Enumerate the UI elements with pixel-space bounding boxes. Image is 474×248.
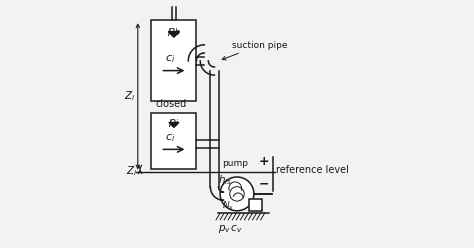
- Bar: [249, 199, 263, 211]
- Text: $h_{ls}$: $h_{ls}$: [218, 173, 232, 187]
- Text: −: −: [259, 177, 270, 190]
- Text: closed: closed: [156, 99, 187, 109]
- Bar: [151, 113, 196, 169]
- Text: $c_i$: $c_i$: [165, 133, 175, 144]
- Text: $p_b$: $p_b$: [167, 26, 181, 38]
- Text: $p_i$: $p_i$: [168, 117, 180, 129]
- Polygon shape: [169, 123, 179, 127]
- Text: $Z_i$: $Z_i$: [127, 164, 138, 178]
- Text: reference level: reference level: [276, 165, 349, 175]
- Text: $Z_i$: $Z_i$: [124, 90, 136, 103]
- Text: $p_v\, c_v$: $p_v\, c_v$: [218, 223, 243, 235]
- Bar: [151, 20, 196, 101]
- Text: pump: pump: [222, 159, 248, 168]
- Polygon shape: [168, 31, 180, 37]
- Text: suction pipe: suction pipe: [222, 41, 288, 60]
- Circle shape: [230, 187, 244, 201]
- Text: +: +: [259, 155, 270, 168]
- Text: $c_i$: $c_i$: [165, 53, 175, 65]
- Text: $N_s$: $N_s$: [221, 200, 234, 212]
- Circle shape: [220, 177, 254, 211]
